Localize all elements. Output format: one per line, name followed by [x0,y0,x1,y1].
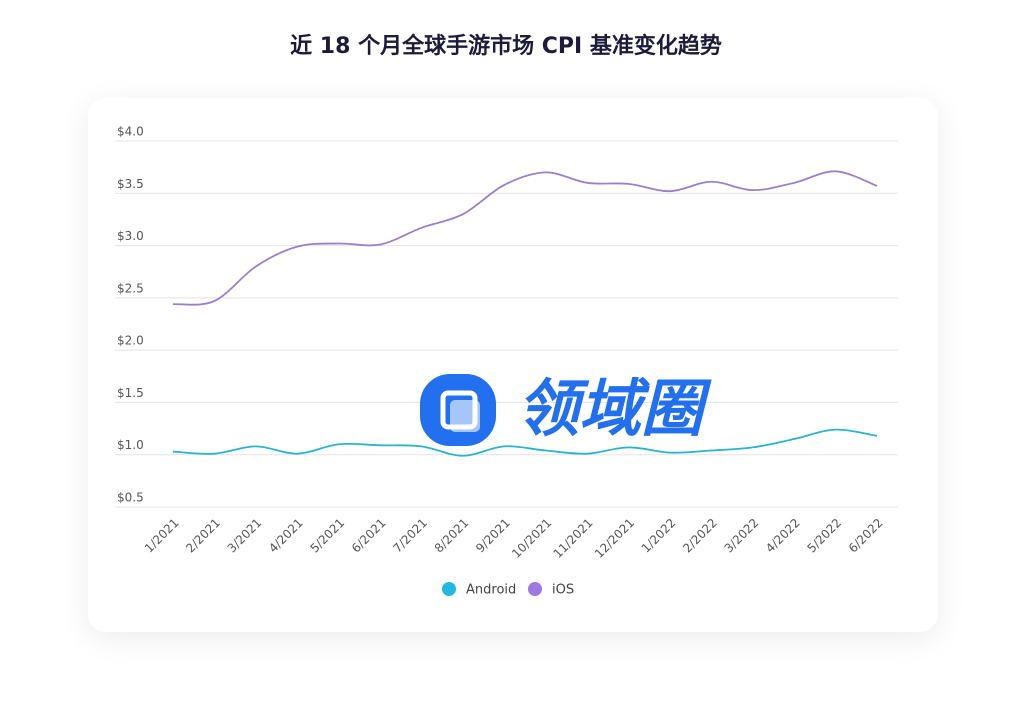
x-tick-label: 12/2021 [592,516,637,561]
x-tick-label: 4/2022 [763,516,803,556]
x-tick-label: 7/2021 [390,516,430,556]
x-tick-label: 3/2022 [722,516,762,556]
x-tick-label: 1/2022 [639,516,679,556]
chart-title: 近 18 个月全球手游市场 CPI 基准变化趋势 [290,33,722,59]
card [88,98,938,632]
x-tick-label: 5/2021 [307,516,347,556]
legend-swatch [528,582,542,596]
y-tick-label: $3.5 [117,177,144,191]
series-line [172,428,878,457]
x-tick-label: 1/2021 [142,516,182,556]
watermark-icon-inner [450,400,480,432]
y-tick-label: $1.5 [117,386,144,400]
y-tick-label: $0.5 [117,491,144,505]
y-tick-label: $1.0 [117,438,144,452]
x-tick-label: 3/2021 [225,516,265,556]
legend-label: iOS [552,583,574,598]
y-tick-label: $2.0 [117,334,144,348]
legend-label: Android [466,583,516,598]
series-line [172,170,878,306]
x-tick-label: 8/2021 [432,516,472,556]
x-tick-label: 6/2022 [846,516,886,556]
x-tick-label: 10/2021 [509,516,554,561]
watermark-text: 领域圈 [517,372,712,445]
x-tick-label: 9/2021 [473,516,513,556]
x-tick-label: 2/2021 [183,516,223,556]
x-tick-label: 4/2021 [266,516,306,556]
legend-swatch [442,582,456,596]
y-tick-label: $2.5 [117,281,144,295]
y-tick-label: $3.0 [117,229,144,243]
watermark: 领域圈 [420,372,712,446]
x-tick-label: 6/2021 [349,516,389,556]
x-tick-label: 11/2021 [551,516,596,561]
x-tick-label: 2/2022 [680,516,720,556]
x-tick-label: 5/2022 [804,516,844,556]
y-tick-label: $4.0 [117,125,144,139]
